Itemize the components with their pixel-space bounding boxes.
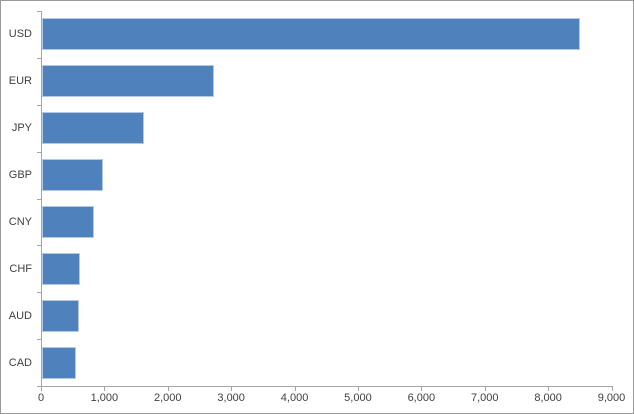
x-axis-tick-label: 2,000 [154,392,182,404]
bar-cny [42,205,94,238]
bar-jpy [42,112,145,145]
bar-aud [42,299,80,332]
x-axis-tick-label: 1,000 [90,392,119,404]
y-axis-tick [37,339,41,341]
bar-usd [42,18,580,51]
x-axis-tick [41,386,42,391]
x-axis-tick [484,386,486,391]
y-axis-tick [37,104,41,106]
x-axis-tick [421,386,423,391]
x-axis-tick [104,386,106,391]
bar-eur [42,65,215,98]
category-label-cad: CAD [8,356,32,369]
x-axis-tick [231,386,233,391]
category-label-eur: EUR [8,75,32,88]
x-axis-tick-label: 8,000 [534,392,562,404]
x-axis-tick [611,386,613,391]
category-label-jpy: JPY [11,122,32,135]
category-label-cny: CNY [8,215,32,228]
x-axis-tick-label: 3,000 [217,392,245,404]
category-label-chf: CHF [9,262,32,275]
y-axis-tick [37,386,41,387]
bar-chf [42,252,81,285]
x-axis-tick-label: 7,000 [470,392,499,404]
category-label-aud: AUD [8,309,32,322]
y-axis-tick [37,11,41,12]
y-axis-tick [37,245,41,247]
x-axis-tick-label: 6,000 [407,392,436,404]
x-axis-tick [294,386,296,391]
x-axis-tick-label: 0 [37,392,45,404]
bar-gbp [42,159,104,192]
y-axis-tick [37,292,41,294]
y-axis-tick [37,57,41,59]
category-label-gbp: GBP [8,169,32,182]
bar-cad [42,346,77,379]
y-axis-tick [37,198,41,200]
x-axis-tick [167,386,169,391]
x-axis-tick [357,386,359,391]
category-label-usd: USD [8,28,32,41]
y-axis-tick [37,151,41,153]
y-axis-line [41,11,42,386]
x-axis-tick [548,386,550,391]
x-axis-tick-label: 9,000 [597,392,626,404]
x-axis-line [41,386,613,387]
x-axis-tick-label: 4,000 [280,392,309,404]
x-axis-tick-label: 5,000 [344,392,372,404]
